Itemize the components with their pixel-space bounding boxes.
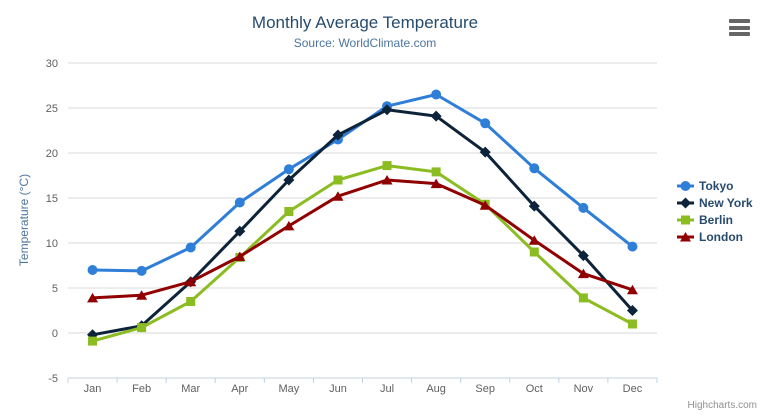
- berlin-marker[interactable]: [431, 167, 441, 177]
- tokyo-marker[interactable]: [480, 118, 491, 129]
- legend-label: New York: [699, 196, 753, 210]
- legend-item-berlin[interactable]: Berlin: [677, 212, 753, 228]
- legend-marker-shape[interactable]: [680, 197, 691, 209]
- legend-label: Berlin: [699, 213, 734, 227]
- london-marker[interactable]: [381, 175, 393, 185]
- tokyo-marker[interactable]: [529, 163, 540, 174]
- new-york-marker[interactable]: [479, 146, 491, 158]
- series-line-new-york[interactable]: [92, 108, 634, 337]
- menu-bar: [729, 25, 750, 30]
- legend: Tokyo New York Berlin London: [677, 178, 753, 245]
- new-york-marker[interactable]: [626, 305, 638, 316]
- menu-bar: [729, 19, 750, 23]
- berlin-marker[interactable]: [382, 161, 392, 171]
- legend-marker-circle-icon: [677, 181, 694, 191]
- x-axis-tick-label: Jul: [380, 383, 394, 395]
- y-axis-tick-label: 5: [52, 283, 58, 295]
- new-york-marker[interactable]: [332, 129, 344, 141]
- berlin-marker[interactable]: [284, 207, 294, 216]
- x-axis-tick-label: Apr: [231, 383, 248, 395]
- series-line-berlin[interactable]: [92, 164, 634, 343]
- credits-link[interactable]: Highcharts.com: [687, 400, 757, 411]
- x-axis-tick-label: Nov: [574, 383, 594, 395]
- london-marker[interactable]: [528, 235, 540, 245]
- x-axis-tick-label: Dec: [623, 383, 643, 395]
- y-axis-tick-label: -5: [48, 373, 58, 385]
- legend-marker-diamond-icon: [677, 197, 694, 209]
- tokyo-marker[interactable]: [87, 265, 98, 275]
- legend-item-new-york[interactable]: New York: [677, 195, 753, 211]
- tokyo-marker[interactable]: [234, 197, 245, 208]
- y-axis-tick-label: 30: [46, 58, 58, 70]
- x-axis-tick-label: May: [278, 383, 299, 395]
- tokyo-marker[interactable]: [431, 89, 442, 100]
- x-axis-tick-label: Aug: [426, 383, 446, 395]
- london-marker[interactable]: [479, 200, 491, 210]
- berlin-marker[interactable]: [529, 247, 539, 257]
- legend-label: Tokyo: [699, 179, 734, 193]
- legend-marker-square-icon: [677, 215, 694, 225]
- new-york-marker[interactable]: [430, 110, 442, 122]
- new-york-marker[interactable]: [283, 174, 295, 186]
- tokyo-marker[interactable]: [136, 265, 147, 276]
- new-york-marker[interactable]: [528, 200, 540, 212]
- london-marker[interactable]: [185, 276, 197, 287]
- berlin-marker[interactable]: [627, 319, 637, 329]
- new-york-marker[interactable]: [381, 104, 393, 116]
- london-marker[interactable]: [332, 191, 344, 201]
- y-axis-tick-label: 20: [46, 148, 58, 160]
- berlin-marker[interactable]: [333, 175, 343, 185]
- x-axis-tick-label: Mar: [181, 383, 200, 395]
- berlin-marker[interactable]: [578, 293, 588, 303]
- y-axis-tick-label: 10: [46, 238, 58, 250]
- chart-title: Monthly Average Temperature: [251, 13, 479, 32]
- london-marker[interactable]: [87, 292, 99, 303]
- x-axis-tick-label: Sep: [475, 383, 495, 395]
- london-marker[interactable]: [626, 284, 638, 295]
- legend-item-tokyo[interactable]: Tokyo: [677, 178, 753, 194]
- series-markers-tokyo: [87, 89, 638, 276]
- tokyo-marker[interactable]: [578, 202, 589, 213]
- series-markers-london: [87, 175, 638, 303]
- london-marker[interactable]: [430, 178, 442, 189]
- london-marker[interactable]: [283, 220, 295, 231]
- legend-item-london[interactable]: London: [677, 229, 753, 245]
- berlin-marker[interactable]: [88, 336, 98, 346]
- london-marker[interactable]: [234, 251, 246, 262]
- y-axis-title: Temperature (°C): [17, 173, 31, 267]
- legend-marker-shape[interactable]: [681, 215, 690, 225]
- hamburger-menu-icon[interactable]: [729, 19, 754, 36]
- berlin-marker[interactable]: [137, 323, 147, 333]
- london-marker[interactable]: [577, 268, 589, 279]
- legend-marker-shape[interactable]: [680, 232, 691, 242]
- y-axis-tick-label: 25: [46, 103, 58, 115]
- tokyo-marker[interactable]: [283, 164, 294, 175]
- new-york-marker[interactable]: [577, 250, 589, 262]
- y-axis-tick-label: 0: [52, 328, 58, 340]
- london-marker[interactable]: [136, 290, 148, 300]
- new-york-marker[interactable]: [234, 225, 246, 237]
- tokyo-marker[interactable]: [627, 241, 638, 252]
- berlin-marker[interactable]: [186, 297, 196, 306]
- series-line-london[interactable]: [92, 178, 633, 300]
- x-axis-tick-label: Jun: [329, 383, 347, 395]
- chart-subtitle: Source: WorldClimate.com: [293, 36, 437, 50]
- legend-marker-triangle-icon: [677, 232, 694, 242]
- menu-bar: [729, 32, 750, 36]
- legend-marker-shape[interactable]: [680, 181, 691, 191]
- legend-label: London: [699, 230, 743, 244]
- x-axis-tick-label: Feb: [132, 383, 151, 395]
- y-axis-tick-label: 15: [46, 193, 58, 205]
- x-axis-tick-label: Jan: [84, 383, 102, 395]
- series-markers-new-york: [87, 104, 638, 341]
- x-axis-tick-label: Oct: [526, 383, 543, 395]
- tokyo-marker[interactable]: [185, 242, 196, 253]
